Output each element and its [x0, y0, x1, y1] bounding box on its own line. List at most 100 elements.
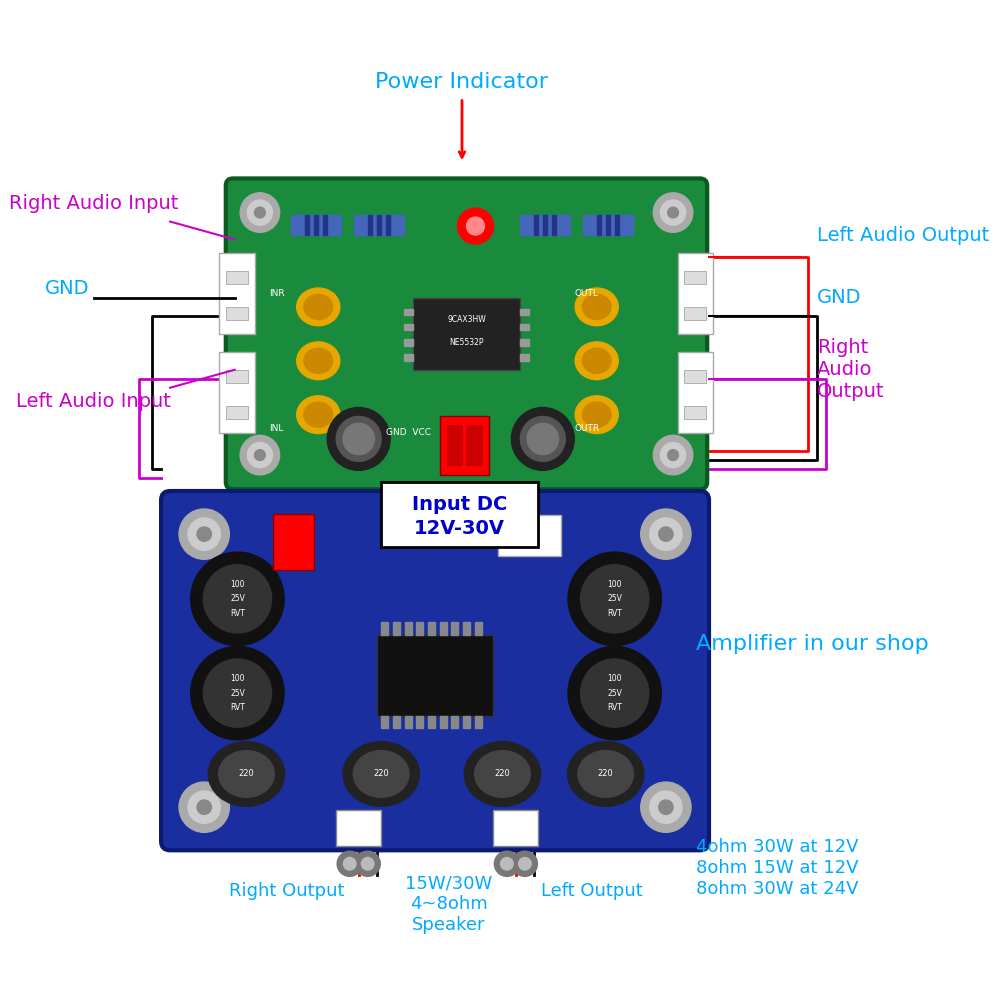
Circle shape — [659, 800, 673, 814]
Text: Right Output: Right Output — [229, 882, 345, 900]
Ellipse shape — [527, 423, 559, 455]
Text: 4ohm 30W at 12V
8ohm 15W at 12V
8ohm 30W at 24V: 4ohm 30W at 12V 8ohm 15W at 12V 8ohm 30W… — [696, 838, 858, 898]
FancyBboxPatch shape — [381, 482, 538, 547]
Bar — [615, 215, 619, 235]
Bar — [404, 339, 413, 346]
Ellipse shape — [575, 396, 618, 434]
Bar — [314, 215, 318, 235]
Ellipse shape — [343, 423, 374, 455]
Bar — [440, 622, 447, 635]
Text: Left Output: Left Output — [541, 882, 643, 900]
Text: Left Audio Output: Left Audio Output — [817, 226, 989, 245]
Bar — [377, 635, 493, 716]
Bar — [226, 370, 248, 383]
Text: 25V: 25V — [230, 689, 245, 698]
Bar — [393, 622, 400, 635]
Bar — [552, 215, 556, 235]
Bar — [520, 339, 529, 346]
Bar — [475, 716, 482, 728]
Bar — [447, 425, 463, 466]
Ellipse shape — [297, 342, 340, 380]
Text: INL: INL — [269, 424, 283, 433]
Text: GND: GND — [45, 279, 89, 298]
Bar — [381, 622, 388, 635]
Ellipse shape — [575, 342, 618, 380]
Circle shape — [458, 208, 493, 244]
Circle shape — [512, 851, 537, 876]
Bar — [323, 215, 327, 235]
Circle shape — [197, 800, 211, 814]
Bar — [404, 324, 413, 330]
Text: 220: 220 — [495, 769, 510, 778]
Bar — [440, 716, 447, 728]
Circle shape — [650, 518, 682, 550]
Bar — [416, 622, 423, 635]
Bar — [520, 215, 570, 235]
Ellipse shape — [208, 742, 285, 806]
Bar — [273, 514, 314, 570]
Circle shape — [203, 659, 272, 727]
FancyBboxPatch shape — [161, 491, 709, 850]
Ellipse shape — [578, 751, 634, 797]
Ellipse shape — [582, 402, 611, 427]
Text: NE5532P: NE5532P — [449, 338, 484, 347]
Ellipse shape — [343, 742, 419, 806]
Ellipse shape — [582, 348, 611, 373]
Ellipse shape — [219, 751, 274, 797]
Bar — [684, 271, 706, 284]
Circle shape — [650, 791, 682, 823]
FancyBboxPatch shape — [226, 178, 707, 489]
Bar — [416, 716, 423, 728]
Text: GND: GND — [817, 288, 861, 307]
Ellipse shape — [520, 416, 565, 461]
Bar — [684, 406, 706, 419]
Text: Power Indicator: Power Indicator — [375, 72, 548, 92]
Text: INR: INR — [269, 289, 285, 298]
Text: OUTL: OUTL — [574, 289, 598, 298]
Text: 100: 100 — [607, 580, 622, 589]
Circle shape — [641, 509, 691, 559]
Bar — [305, 215, 309, 235]
Bar — [336, 810, 381, 846]
Bar — [291, 215, 341, 235]
Circle shape — [203, 565, 272, 633]
Bar — [684, 370, 706, 383]
Text: 25V: 25V — [230, 594, 245, 603]
Circle shape — [197, 527, 211, 541]
Circle shape — [653, 435, 693, 475]
Bar — [466, 425, 483, 466]
Text: Input DC: Input DC — [412, 495, 507, 514]
Text: Amplifier in our shop: Amplifier in our shop — [696, 634, 928, 654]
Ellipse shape — [304, 348, 333, 373]
Bar — [451, 716, 458, 728]
Circle shape — [660, 443, 686, 468]
Bar — [428, 622, 435, 635]
Bar — [463, 622, 470, 635]
Circle shape — [653, 193, 693, 232]
Circle shape — [355, 851, 380, 876]
Text: 220: 220 — [373, 769, 389, 778]
Text: Left Audio Input: Left Audio Input — [16, 392, 171, 411]
Bar — [404, 309, 413, 315]
Bar — [475, 622, 482, 635]
Circle shape — [255, 207, 265, 218]
Text: RVT: RVT — [607, 703, 622, 712]
Circle shape — [494, 851, 519, 876]
Ellipse shape — [568, 742, 644, 806]
Ellipse shape — [304, 402, 333, 427]
Circle shape — [568, 646, 661, 740]
Bar — [583, 215, 633, 235]
Text: 220: 220 — [239, 769, 254, 778]
Bar — [451, 622, 458, 635]
Text: 25V: 25V — [607, 594, 622, 603]
Text: RVT: RVT — [230, 609, 245, 618]
Bar — [684, 307, 706, 320]
Bar — [498, 515, 561, 556]
Circle shape — [466, 217, 484, 235]
Bar — [520, 309, 529, 315]
Circle shape — [519, 857, 531, 870]
Text: RVT: RVT — [607, 609, 622, 618]
Text: 100: 100 — [230, 674, 245, 683]
Bar — [520, 324, 529, 330]
Ellipse shape — [464, 742, 541, 806]
